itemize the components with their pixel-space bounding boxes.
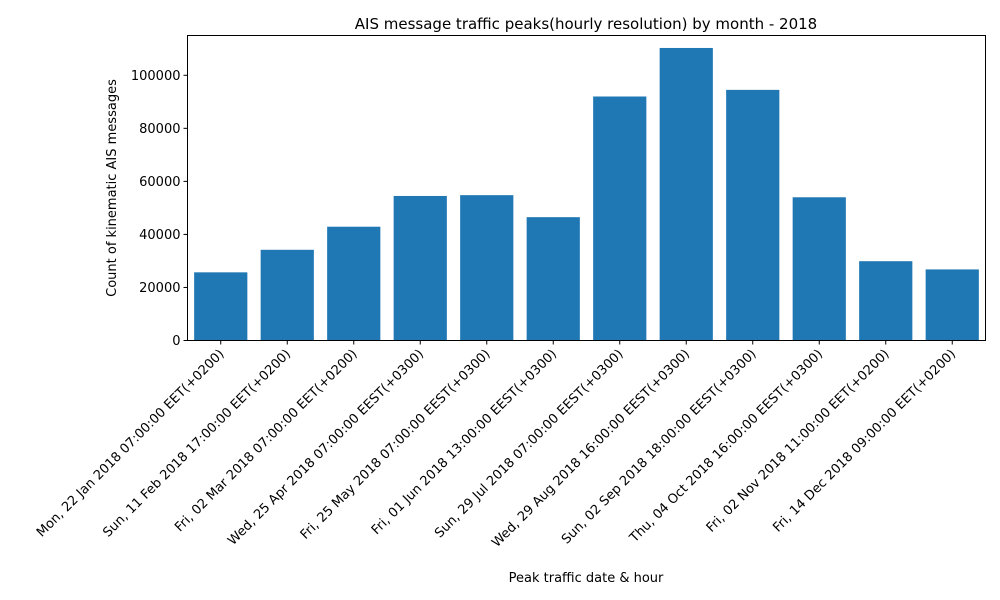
bar [526, 217, 580, 341]
bar [393, 195, 447, 341]
plot-frame [187, 35, 986, 341]
bar [593, 96, 647, 341]
bar [659, 47, 713, 341]
bars-group [194, 47, 979, 341]
y-tick-label: 40000 [139, 228, 180, 243]
bar [792, 197, 846, 341]
bar [260, 249, 314, 341]
x-axis-label: Peak traffic date & hour [509, 571, 664, 586]
y-axis: 0 20000 40000 60000 80000 100000 [131, 69, 188, 349]
y-tick-label: 20000 [139, 281, 180, 296]
x-axis: Mon, 22 Jan 2018 07:00:00 EET(+0200)Sun,… [34, 340, 959, 551]
bar [460, 195, 514, 341]
chart-title: AIS message traffic peaks(hourly resolut… [355, 15, 817, 33]
y-axis-label: Count of kinematic AIS messages [105, 79, 120, 297]
bar [194, 272, 248, 341]
bar [327, 226, 381, 341]
y-tick-label: 60000 [139, 175, 180, 190]
bar [925, 269, 979, 341]
bar [859, 261, 913, 341]
y-tick-label: 100000 [131, 69, 181, 84]
y-tick-label: 0 [172, 334, 180, 349]
y-tick-label: 80000 [139, 122, 180, 137]
bar [726, 89, 780, 341]
